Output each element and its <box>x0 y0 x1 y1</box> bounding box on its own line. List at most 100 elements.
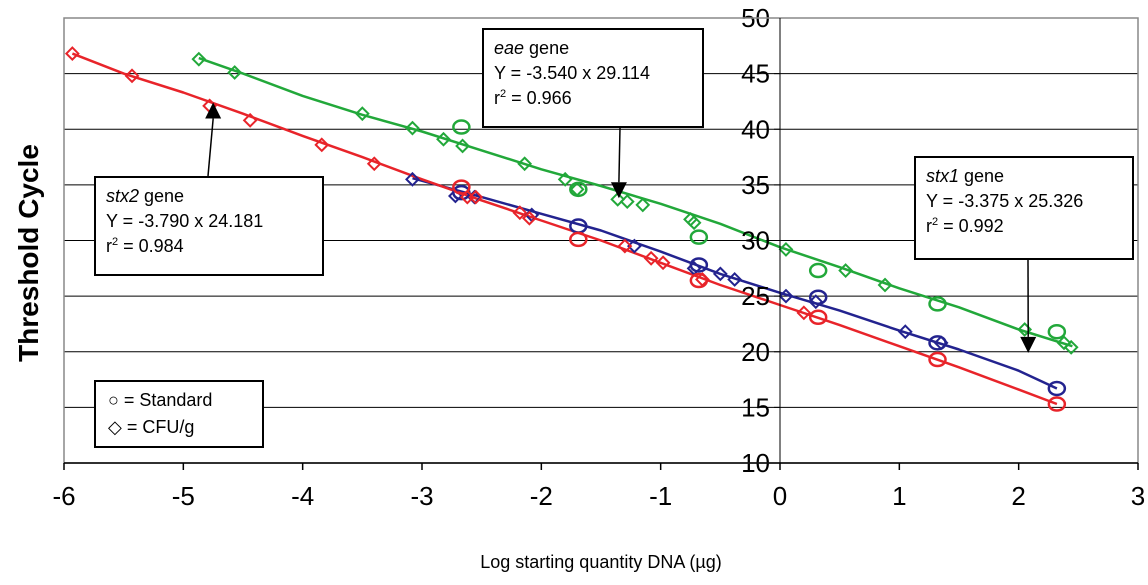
annotation-eae-r2-prefix: r <box>494 88 500 108</box>
cfu-marker-eae <box>838 263 854 278</box>
x-tick-label: -6 <box>52 481 75 511</box>
cfu-marker-stx2 <box>521 210 537 226</box>
annotation-eae-r2-sup: 2 <box>500 88 507 100</box>
standard-marker-stx2 <box>1047 396 1067 412</box>
standard-marker-stx1 <box>928 335 947 351</box>
x-axis-label: Log starting quantity DNA (µg) <box>480 552 722 572</box>
annotation-box-eae: eae gene Y = -3.540 x 29.114 r2 = 0.966 <box>482 28 704 128</box>
cfu-marker-stx2 <box>64 46 80 62</box>
standard-marker-eae <box>689 229 709 245</box>
cfu-marker-stx1 <box>405 171 420 187</box>
standard-marker-eae <box>928 296 947 312</box>
cfu-marker-stx1 <box>808 294 824 310</box>
cfu-marker-eae <box>610 191 626 207</box>
x-tick-label: -2 <box>530 481 553 511</box>
cfu-marker-stx2 <box>314 137 330 153</box>
cfu-marker-stx2 <box>617 238 633 254</box>
data-markers <box>64 46 1079 412</box>
cfu-marker-stx2 <box>695 272 710 287</box>
cfu-marker-stx1 <box>712 266 728 282</box>
annotation-box-stx1: stx1 gene Y = -3.375 x 25.326 r2 = 0.992 <box>914 156 1134 260</box>
cfu-marker-stx2 <box>366 156 382 172</box>
annotation-eae-equation: Y = -3.540 x 29.114 <box>494 63 650 83</box>
cfu-marker-stx2 <box>512 205 528 221</box>
cfu-marker-eae <box>619 194 635 209</box>
y-tick-label: 30 <box>741 226 770 256</box>
y-tick-label: 15 <box>741 392 770 422</box>
cfu-marker-stx2 <box>124 68 140 84</box>
standard-marker-stx1 <box>808 289 828 305</box>
cfu-marker-eae <box>436 131 451 147</box>
annotation-stx1-equation: Y = -3.375 x 25.326 <box>926 191 1084 211</box>
arrow-head-eae <box>610 182 627 199</box>
standard-marker-stx2 <box>569 231 588 248</box>
annotation-stx1-r2-prefix: r <box>926 216 932 236</box>
standard-marker-stx2 <box>928 351 947 368</box>
x-tick-label: -5 <box>172 481 195 511</box>
x-tick-label: 2 <box>1011 481 1025 511</box>
cfu-marker-eae <box>455 138 470 154</box>
cfu-marker-eae <box>557 171 573 187</box>
annotation-eae-gene: eae <box>494 38 525 58</box>
annotation-stx2-gene: stx2 <box>106 186 140 206</box>
standard-marker-eae <box>808 262 828 279</box>
standard-marker-stx2 <box>808 309 828 326</box>
cfu-marker-eae <box>569 181 585 197</box>
cfu-marker-stx2 <box>468 189 484 205</box>
annotation-stx1-r2-sup: 2 <box>932 216 939 228</box>
arrow-shaft-stx2 <box>207 118 214 177</box>
annotation-stx1-gene-suffix: gene <box>959 166 1005 186</box>
cfu-marker-stx1 <box>727 272 743 287</box>
x-tick-label: -3 <box>410 481 433 511</box>
cfu-marker-eae <box>778 241 794 257</box>
annotation-box-stx2: stx2 gene Y = -3.790 x 24.181 r2 = 0.984 <box>94 176 324 276</box>
standard-marker-eae <box>452 119 471 135</box>
annotation-arrows <box>205 102 1037 353</box>
arrow-head-stx1 <box>1020 336 1037 353</box>
annotation-stx2-r2: r2 = 0.984 <box>106 234 312 259</box>
x-tick-label: 3 <box>1131 481 1145 511</box>
cfu-marker-stx1 <box>778 288 794 304</box>
cfu-marker-eae <box>227 65 243 80</box>
standard-marker-eae <box>1047 323 1067 340</box>
y-axis-label: Threshold Cycle <box>13 144 44 362</box>
arrow-shaft-eae <box>618 127 621 183</box>
legend-standard: ○ = Standard <box>108 390 213 410</box>
cfu-marker-eae <box>1056 335 1072 351</box>
y-tick-label: 45 <box>741 59 770 89</box>
annotation-stx1-r2-value: = 0.992 <box>938 216 1004 236</box>
annotation-stx2-r2-value: = 0.984 <box>118 236 184 256</box>
cfu-marker-eae <box>686 215 702 231</box>
annotation-stx1-title: stx1 gene <box>926 164 1122 189</box>
annotation-stx1-r2: r2 = 0.992 <box>926 214 1122 239</box>
annotation-stx2-title: stx2 gene <box>106 184 312 209</box>
x-tick-label: 0 <box>773 481 787 511</box>
cfu-marker-eae <box>191 51 207 67</box>
y-tick-label: 25 <box>741 281 770 311</box>
cfu-marker-stx2 <box>655 255 671 271</box>
cfu-marker-stx2 <box>242 112 258 128</box>
y-tick-label: 35 <box>741 170 770 200</box>
annotation-stx1-gene: stx1 <box>926 166 960 186</box>
cfu-marker-eae <box>354 106 370 122</box>
cfu-marker-eae <box>517 156 533 172</box>
cfu-marker-eae <box>877 277 893 293</box>
standard-marker-stx1 <box>1047 380 1067 397</box>
annotation-stx2-equation: Y = -3.790 x 24.181 <box>106 211 264 231</box>
legend: ○ = Standard ◇ = CFU/g <box>94 380 264 448</box>
annotation-stx2-r2-sup: 2 <box>112 236 119 248</box>
x-tick-label: 1 <box>892 481 906 511</box>
cfu-marker-stx1 <box>933 335 949 351</box>
annotation-eae-r2-value: = 0.966 <box>506 88 572 108</box>
annotation-stx2-gene-suffix: gene <box>139 186 185 206</box>
cfu-marker-stx2 <box>643 250 659 266</box>
standard-marker-stx2 <box>452 179 471 195</box>
annotation-eae-gene-suffix: gene <box>524 38 570 58</box>
annotation-eae-title: eae gene <box>494 36 692 61</box>
cfu-marker-stx1 <box>897 324 913 340</box>
y-tick-label: 20 <box>741 337 770 367</box>
legend-cfu: ◇ = CFU/g <box>108 417 195 437</box>
annotation-eae-r2: r2 = 0.966 <box>494 86 692 111</box>
x-tick-label: -1 <box>649 481 672 511</box>
